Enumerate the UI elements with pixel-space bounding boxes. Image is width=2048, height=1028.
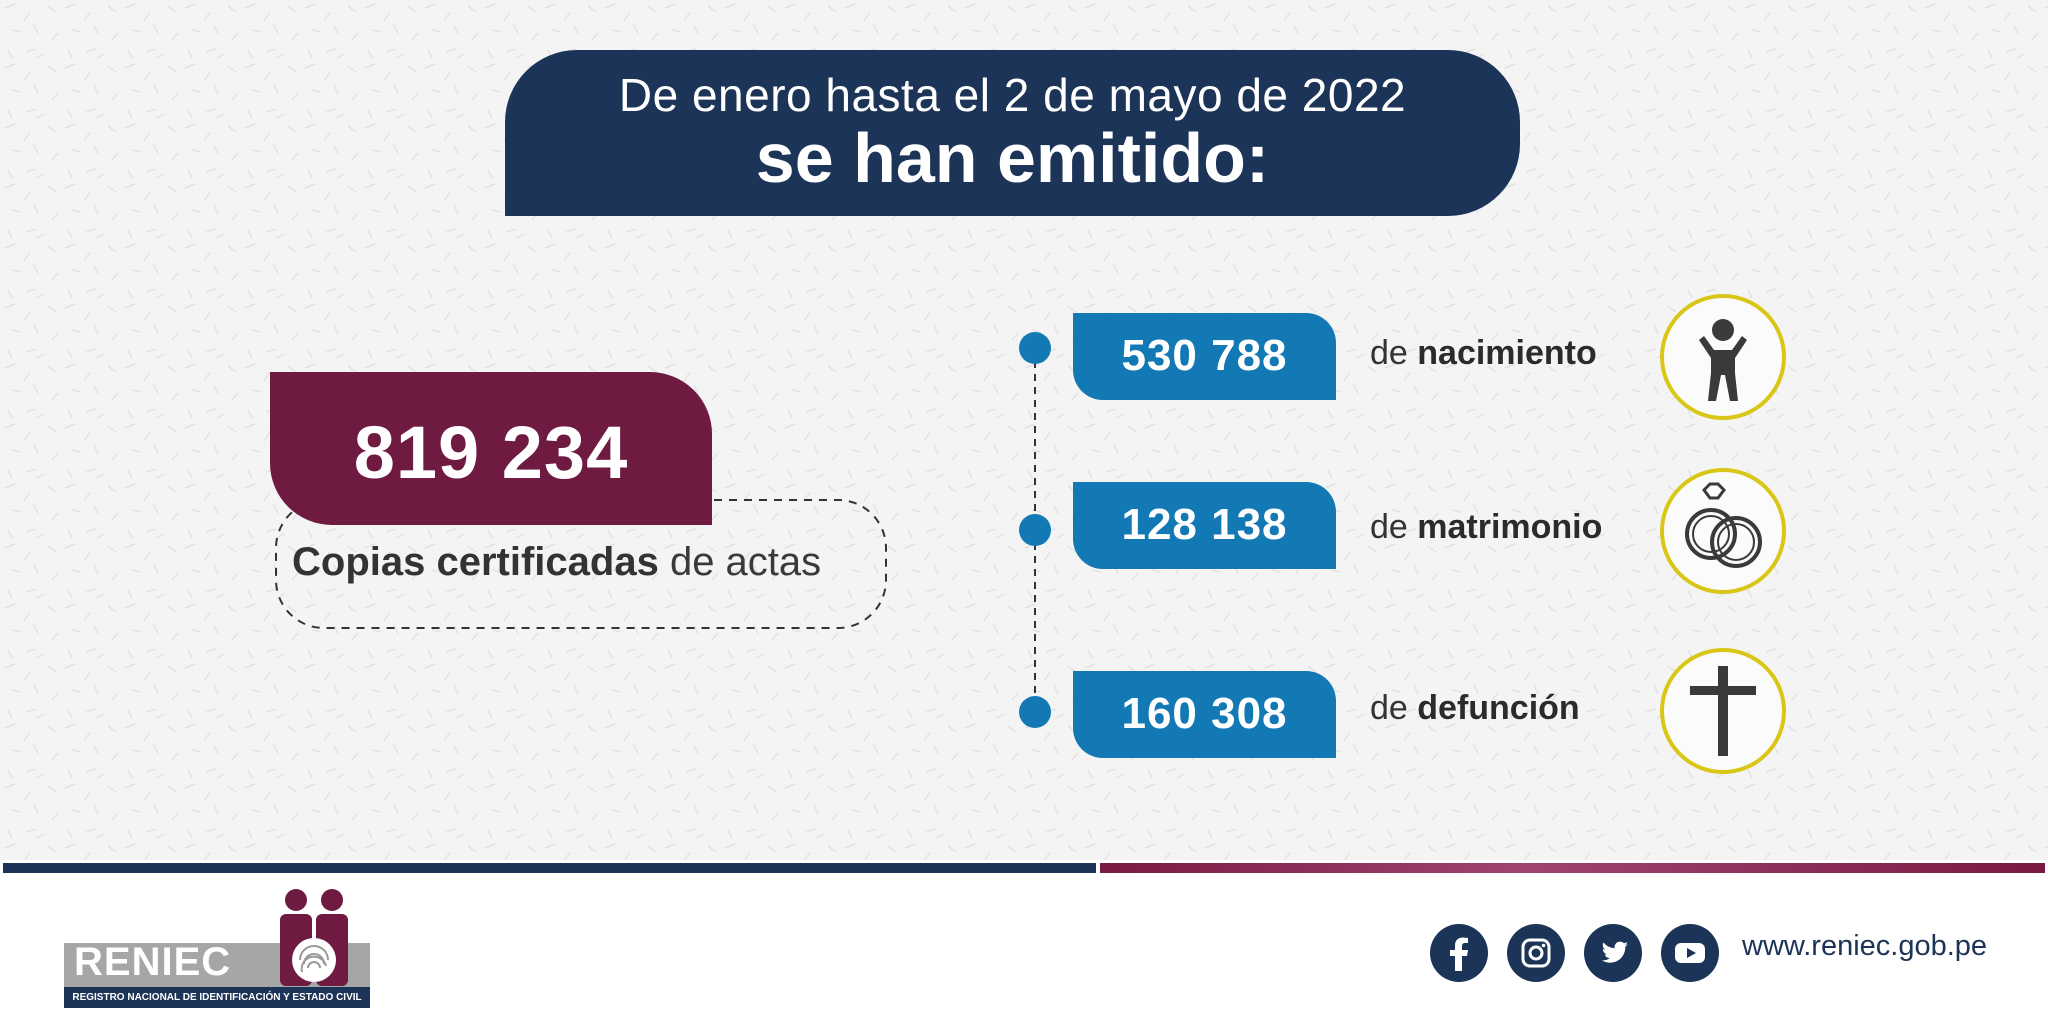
- death-label-prefix: de: [1370, 689, 1418, 727]
- cross-icon: [1690, 666, 1756, 756]
- rings-icon: [1685, 482, 1762, 568]
- bullet-dot: [1019, 696, 1051, 728]
- twitter-link[interactable]: [1584, 924, 1642, 982]
- death-value: 160 308: [1121, 689, 1288, 738]
- total-value-box: 819 234: [270, 372, 712, 525]
- bullet-dot: [1019, 332, 1051, 364]
- bullet-dot: [1019, 514, 1051, 546]
- logo-subtitle: REGISTRO NACIONAL DE IDENTIFICACIÓN Y ES…: [64, 987, 370, 1008]
- youtube-icon: [1675, 943, 1705, 963]
- birth-label-name: nacimiento: [1417, 334, 1597, 372]
- marriage-value: 128 138: [1121, 500, 1288, 549]
- logo-text: RENIEC: [74, 940, 232, 984]
- twitter-icon: [1601, 941, 1628, 963]
- birth-value: 530 788: [1121, 331, 1288, 380]
- death-icon-circle: [1660, 648, 1786, 774]
- instagram-icon: [1521, 938, 1551, 968]
- marriage-label-prefix: de: [1370, 508, 1418, 546]
- youtube-link[interactable]: [1661, 924, 1719, 982]
- header-banner: De enero hasta el 2 de mayo de 2022 se h…: [505, 50, 1520, 216]
- footer-stripe-navy: [3, 863, 1096, 873]
- header-title: se han emitido:: [755, 119, 1270, 197]
- total-value: 819 234: [353, 411, 629, 494]
- logo-figures-icon: [280, 889, 348, 986]
- birth-value-pill: 530 788: [1073, 313, 1336, 400]
- website-link[interactable]: www.reniec.gob.pe: [1742, 930, 1988, 962]
- marriage-label: de matrimonio: [1370, 508, 1602, 547]
- header-date-line: De enero hasta el 2 de mayo de 2022: [618, 69, 1407, 121]
- birth-icon-circle: [1660, 294, 1786, 420]
- footer-stripe-maroon: [1100, 863, 2045, 873]
- instagram-link[interactable]: [1507, 924, 1565, 982]
- total-label-rest: de actas: [658, 540, 822, 584]
- death-value-pill: 160 308: [1073, 671, 1336, 758]
- marriage-label-name: matrimonio: [1417, 508, 1603, 546]
- child-icon: [1699, 319, 1747, 401]
- facebook-link[interactable]: [1430, 924, 1488, 982]
- death-label: de defunción: [1370, 689, 1580, 728]
- birth-label-prefix: de: [1370, 334, 1418, 372]
- marriage-icon-circle: [1660, 468, 1786, 594]
- total-label-bold: Copias certificadas: [292, 540, 659, 584]
- death-label-name: defunción: [1417, 689, 1580, 727]
- marriage-value-pill: 128 138: [1073, 482, 1336, 569]
- birth-label: de nacimiento: [1370, 334, 1597, 373]
- facebook-icon: [1450, 937, 1468, 971]
- total-label: Copias certificadas de actas: [292, 540, 821, 585]
- reniec-logo[interactable]: RENIEC REGISTRO NACIONAL DE IDENTIFICACI…: [64, 888, 370, 1010]
